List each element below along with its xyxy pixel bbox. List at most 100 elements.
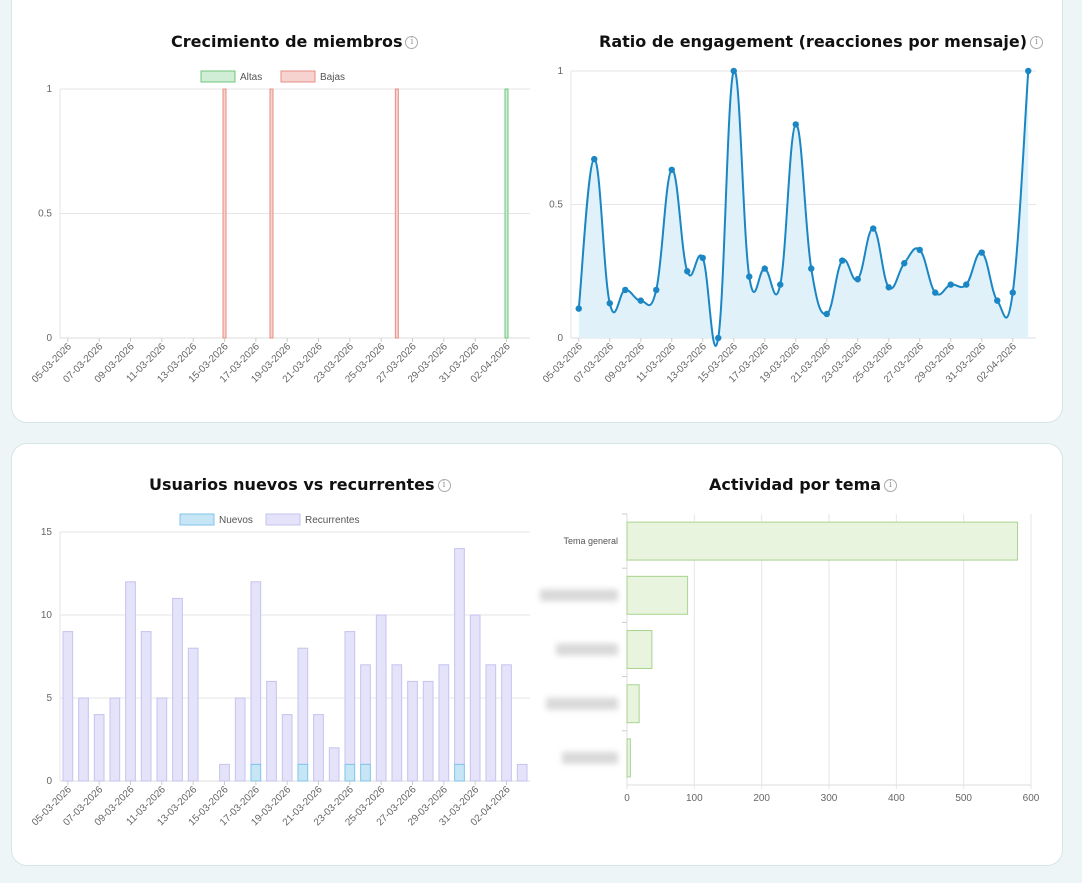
bar-nuevos: [454, 763, 465, 782]
x-tick-label: 100: [686, 793, 703, 804]
bar-recurrentes: [422, 680, 434, 782]
x-tick-label: 300: [821, 793, 838, 804]
engagement-chart-title: Ratio de engagement (reacciones por mens…: [599, 32, 1044, 51]
engagement-point: [653, 286, 660, 294]
bar-bajas: [394, 88, 399, 339]
y-tick-label: 0.5: [549, 200, 563, 211]
bar-recurrentes: [516, 763, 528, 782]
info-icon[interactable]: i: [437, 479, 451, 492]
y-tick-label: 0.5: [38, 209, 52, 220]
bar-recurrentes: [344, 631, 356, 765]
engagement-point: [746, 273, 753, 280]
bar-recurrentes: [140, 631, 152, 782]
bar-recurrentes: [93, 714, 105, 782]
engagement-point: [901, 260, 908, 267]
x-tick-label: 200: [753, 793, 770, 804]
engagement-point: [761, 265, 768, 272]
legend-swatch: [265, 513, 301, 526]
engagement-point: [730, 67, 737, 75]
bar-recurrentes: [313, 714, 324, 782]
legend-swatch: [200, 70, 236, 83]
legend-label: Altas: [240, 72, 262, 83]
legend-label: Bajas: [320, 72, 345, 83]
engagement-point: [1025, 67, 1032, 75]
engagement-point: [777, 281, 784, 288]
bar-nuevos: [360, 763, 371, 782]
y-tick-label: 0: [46, 776, 52, 787]
bar-recurrentes: [156, 697, 168, 782]
y-tick-label: 0: [557, 333, 563, 344]
engagement-point: [916, 246, 923, 254]
info-icon[interactable]: i: [884, 479, 898, 492]
bar-recurrentes: [501, 664, 512, 782]
members-chart-title: Crecimiento de miembros i: [171, 32, 419, 51]
y-tick-label: 0: [46, 333, 52, 344]
redacted-label: [562, 751, 618, 764]
topic-bar: [626, 684, 640, 724]
redacted-label: [540, 589, 618, 602]
bar-recurrentes: [109, 697, 121, 782]
bar-recurrentes: [266, 680, 277, 782]
engagement-point: [808, 265, 815, 272]
bar-recurrentes: [469, 614, 481, 782]
y-tick-label: 1: [46, 84, 52, 95]
engagement-point: [823, 310, 830, 318]
info-icon[interactable]: i: [405, 36, 419, 49]
bar-recurrentes: [391, 664, 403, 782]
members-title-text: Crecimiento de miembros: [171, 32, 403, 51]
engagement-point: [715, 334, 722, 342]
engagement-point: [932, 289, 939, 296]
topic-bar: [626, 575, 689, 615]
engagement-point: [684, 268, 691, 275]
bar-altas: [504, 88, 509, 339]
engagement-point: [699, 254, 706, 262]
bar-recurrentes: [407, 680, 418, 782]
engagement-point: [963, 281, 970, 288]
users-title-text: Usuarios nuevos vs recurrentes: [149, 475, 435, 494]
x-tick-label: 500: [955, 793, 972, 804]
engagement-point: [591, 155, 598, 163]
engagement-point: [885, 284, 892, 291]
bar-recurrentes: [125, 581, 136, 782]
y-tick-label: 10: [41, 610, 53, 621]
engagement-point: [637, 297, 644, 304]
x-tick-label: 0: [624, 793, 630, 804]
bar-recurrentes: [297, 647, 309, 765]
bar-recurrentes: [187, 647, 199, 782]
bar-recurrentes: [360, 664, 371, 765]
engagement-point: [854, 276, 861, 283]
x-tick-label: 600: [1023, 793, 1040, 804]
redacted-label: [556, 643, 618, 656]
legend-label: Nuevos: [219, 515, 253, 526]
topic-bar: [626, 630, 653, 669]
engagement-point: [606, 300, 613, 307]
bar-recurrentes: [485, 664, 497, 782]
bar-recurrentes: [172, 597, 183, 782]
users-chart-title: Usuarios nuevos vs recurrentes i: [149, 475, 451, 494]
x-tick-label: 400: [888, 793, 905, 804]
topics-chart-title: Actividad por tema i: [709, 475, 898, 494]
legend-label: Recurrentes: [305, 515, 359, 526]
engagement-point: [994, 297, 1001, 304]
topics-title-text: Actividad por tema: [709, 475, 882, 494]
engagement-point: [1009, 289, 1016, 296]
redacted-label: [546, 697, 618, 710]
y-tick-label: Tema general: [563, 536, 618, 546]
y-tick-label: 15: [41, 527, 53, 538]
engagement-point: [870, 225, 877, 232]
bar-nuevos: [297, 763, 309, 782]
engagement-point: [575, 305, 582, 312]
topic-bar: [626, 738, 631, 778]
engagement-point: [668, 166, 675, 173]
bar-recurrentes: [454, 548, 465, 765]
bar-nuevos: [344, 763, 356, 782]
info-icon[interactable]: i: [1030, 36, 1044, 49]
engagement-area: [578, 70, 1029, 347]
bar-recurrentes: [250, 581, 262, 765]
bar-recurrentes: [281, 714, 293, 782]
y-tick-label: 5: [46, 693, 52, 704]
bar-bajas: [269, 88, 274, 339]
bar-recurrentes: [438, 664, 450, 782]
legend-swatch: [179, 513, 215, 526]
